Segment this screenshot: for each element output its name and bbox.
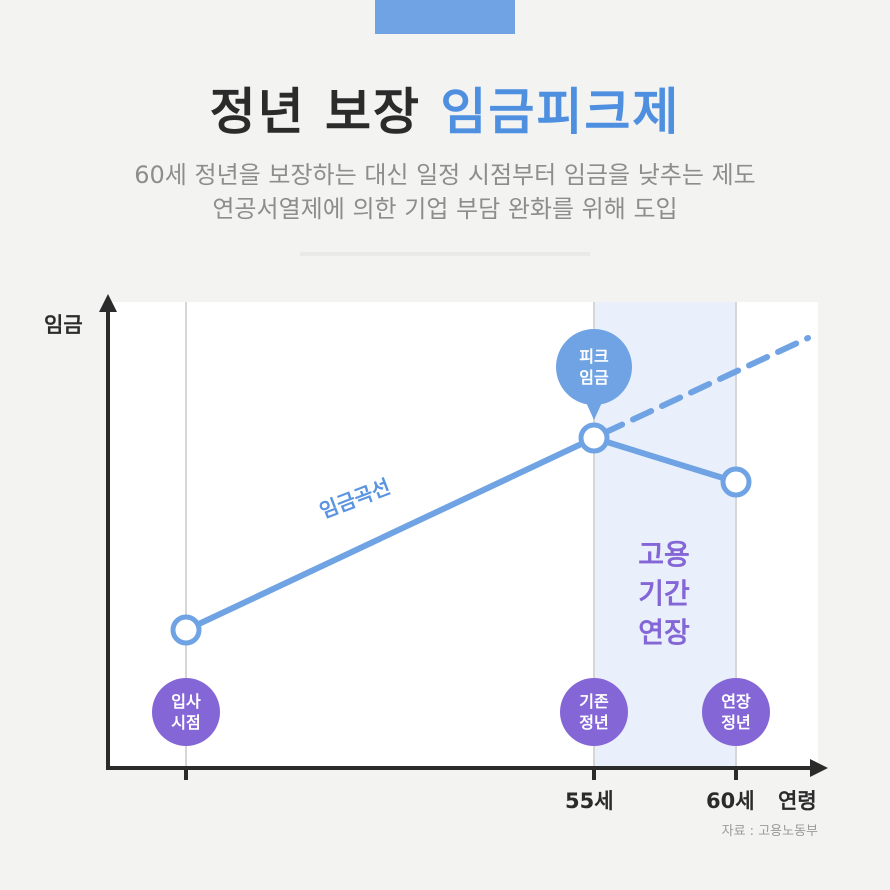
subtitle-line-1: 60세 정년을 보장하는 대신 일정 시점부터 임금을 낮추는 제도 — [134, 161, 756, 189]
subtitle-line-2: 연공서열제에 의한 기업 부담 완화를 위해 도입 — [212, 195, 678, 223]
page-title: 정년 보장 임금피크제 — [0, 72, 890, 144]
milestone-entry-circle — [152, 678, 220, 746]
title-main: 정년 보장 — [209, 83, 421, 141]
peak-bubble-line-2: 임금 — [579, 368, 609, 387]
milestone-entry-line-2: 시점 — [171, 713, 201, 732]
wage-curve-without-peak — [601, 335, 811, 436]
x-axis-label: 연령 — [778, 789, 817, 813]
milestone-extended-label: 연장 정년 — [698, 691, 774, 733]
band-label-line-3: 연장 — [638, 616, 690, 649]
milestone-entry-line-1: 입사 — [171, 692, 201, 711]
milestone-original-label: 기존 정년 — [556, 691, 632, 733]
milestone-original-line-2: 정년 — [579, 713, 609, 732]
x-tick-label-55: 55세 — [565, 789, 614, 813]
milestone-original-circle — [560, 678, 628, 746]
header-divider — [300, 252, 590, 256]
x-axis-arrow — [810, 759, 828, 777]
wage-curve-peak-decline — [591, 435, 739, 485]
band-label-line-1: 고용 — [638, 538, 690, 571]
y-axis-label: 임금 — [44, 313, 83, 337]
milestone-entry-label: 입사 시점 — [148, 691, 224, 733]
title-accent: 임금피크제 — [440, 83, 681, 141]
point-extended — [720, 466, 752, 498]
band-label-line-2: 기간 — [638, 577, 690, 610]
y-axis-arrow — [99, 294, 117, 312]
point-peak — [578, 422, 610, 454]
peak-bubble — [556, 329, 632, 405]
source-note: 자료 : 고용노동부 — [721, 824, 818, 839]
milestone-original-line-1: 기존 — [579, 692, 609, 711]
milestone-extended-line-2: 정년 — [721, 713, 751, 732]
extension-band-label: 고용 기간 연장 — [596, 535, 732, 652]
wage-curve-rising — [183, 435, 597, 633]
page-subtitle: 60세 정년을 보장하는 대신 일정 시점부터 임금을 낮추는 제도 연공서열제… — [0, 158, 890, 226]
point-entry — [170, 614, 202, 646]
peak-bubble-line-1: 피크 — [579, 347, 609, 366]
top-tab-decoration — [375, 0, 515, 34]
milestone-extended-line-1: 연장 — [721, 692, 751, 711]
milestone-extended-circle — [702, 678, 770, 746]
x-tick-label-60: 60세 — [706, 789, 755, 813]
peak-bubble-label: 피크 임금 — [556, 346, 632, 388]
